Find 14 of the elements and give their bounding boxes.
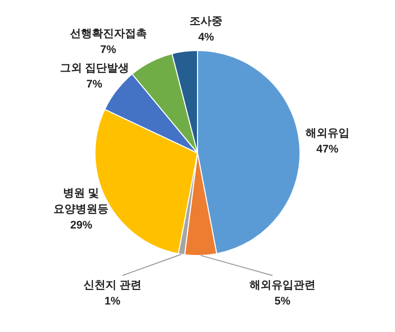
slice-label: 그외 집단발생 — [60, 62, 129, 75]
slice-label: 조사중 — [190, 16, 223, 28]
slice-label: 해외유입 — [305, 127, 350, 140]
data-label: 1% — [104, 296, 121, 308]
data-label: 7% — [100, 44, 116, 56]
data-label: 47% — [316, 143, 339, 156]
data-label: 29% — [70, 220, 92, 232]
data-label: 7% — [86, 78, 103, 91]
data-label: 5% — [274, 296, 291, 308]
data-label: 4% — [198, 32, 214, 44]
slice-label: 해외유입관련 — [250, 280, 316, 292]
slice-label: 신천지 관련 — [83, 280, 142, 292]
slice-label: 병원 및 요양병원등 — [54, 188, 109, 216]
slice-label: 선행확진자접촉 — [70, 28, 147, 40]
